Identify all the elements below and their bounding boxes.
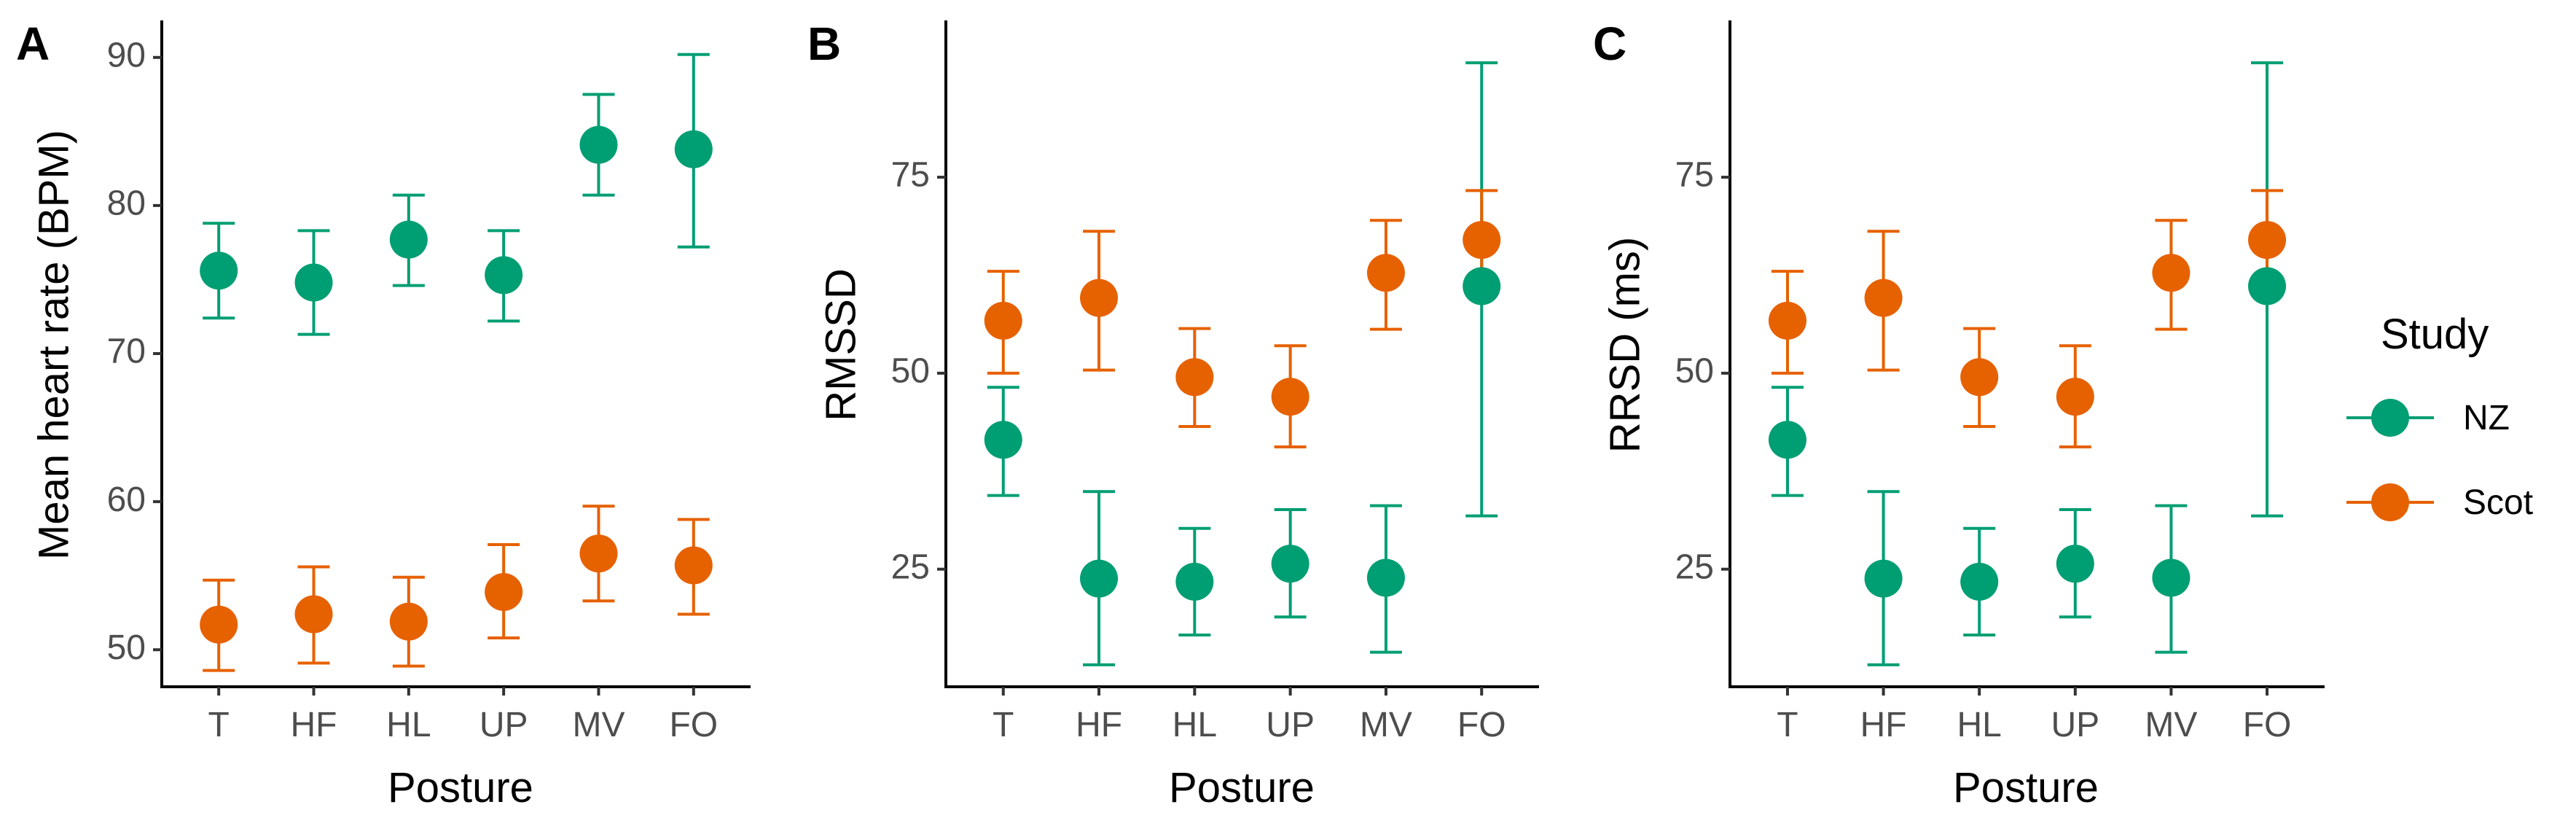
y-tick-label: 60 — [107, 480, 146, 519]
x-axis-title-c: Posture — [1953, 764, 2099, 811]
y-tick-label: 25 — [891, 548, 930, 586]
plot-area-b: 25 50 75 T HF HL UP MV FO — [891, 20, 1539, 744]
point-nz — [1463, 267, 1501, 305]
x-tick-label: HL — [1172, 706, 1217, 744]
x-tick-label: MV — [572, 706, 625, 744]
legend-keys — [2346, 399, 2434, 521]
point-scot — [1175, 358, 1214, 397]
x-tick-label: HF — [1076, 706, 1122, 744]
point-scot — [294, 595, 333, 634]
x-tick-label: T — [208, 706, 230, 744]
panel-b-y-axis-title: RMSSD — [817, 268, 864, 421]
panel-letter-b: B — [807, 17, 841, 70]
x-axis-title-b: Posture — [1169, 764, 1315, 811]
panel-a-y-axis-title: Mean heart rate (BPM) — [30, 130, 77, 560]
y-tick-label: 75 — [1675, 156, 1714, 195]
plot-area-a: 50 60 70 80 90 T HF HL UP MV FO — [107, 20, 751, 744]
legend-key-point-scot — [2371, 483, 2409, 521]
panel-c: C RRSD (ms) Posture 25 50 75 T HF HL UP MV FO — [1593, 17, 2325, 811]
point-nz — [2152, 558, 2191, 597]
point-scot — [1271, 378, 1309, 416]
point-scot — [200, 605, 238, 644]
y-tick-label: 70 — [107, 332, 146, 371]
point-scot — [984, 301, 1022, 340]
panel-a: A Mean heart rate (BPM) Posture 50 60 70 80… — [16, 17, 751, 811]
panel-c-y-axis-title: RRSD (ms) — [1601, 237, 1648, 453]
point-scot — [1960, 358, 1999, 397]
y-axis-title-b: RMSSD — [817, 268, 864, 421]
point-scot — [2152, 254, 2191, 292]
point-nz — [1175, 562, 1214, 601]
y-tick-label: 75 — [891, 156, 930, 195]
point-scot — [1864, 278, 1903, 317]
point-scot — [389, 602, 428, 641]
x-tick-label: HF — [1860, 706, 1907, 744]
x-axis-title-a: Posture — [388, 764, 533, 811]
point-scot — [2056, 378, 2094, 416]
point-nz — [485, 256, 523, 295]
y-tick-label: 25 — [1675, 548, 1714, 586]
y-axis-title-c: RRSD (ms) — [1601, 237, 1648, 453]
point-nz — [984, 421, 1022, 459]
point-nz — [674, 130, 713, 168]
point-nz — [1864, 559, 1903, 598]
point-nz — [200, 252, 238, 290]
point-nz — [389, 220, 428, 259]
point-scot — [1366, 254, 1405, 292]
x-tick-label: FO — [669, 706, 718, 744]
point-nz — [1271, 545, 1309, 583]
point-scot — [674, 546, 713, 585]
y-tick-label: 50 — [107, 628, 146, 667]
point-nz — [1080, 559, 1119, 598]
x-tick-label: FO — [2243, 706, 2292, 744]
point-scot — [1080, 278, 1119, 317]
point-nz — [2056, 545, 2094, 583]
x-tick-label: MV — [1360, 706, 1412, 744]
point-nz — [1768, 421, 1806, 459]
x-tick-label: UP — [479, 706, 528, 744]
y-axis-title-a: Mean heart rate (BPM) — [30, 130, 77, 560]
x-tick-label: T — [1777, 706, 1798, 744]
y-tick-label: 50 — [891, 352, 930, 391]
x-tick-label: T — [993, 706, 1014, 744]
point-nz — [579, 125, 618, 164]
x-tick-label: MV — [2145, 706, 2197, 744]
legend: Study NZ Scot — [2346, 311, 2533, 522]
x-tick-label: UP — [2051, 706, 2099, 744]
point-scot — [1768, 301, 1806, 340]
point-scot — [2248, 221, 2287, 260]
plot-area-c: 25 50 75 T HF HL UP MV FO — [1675, 20, 2325, 744]
legend-label-scot: Scot — [2463, 483, 2533, 522]
x-tick-label: HL — [1957, 706, 2002, 744]
point-scot — [485, 573, 523, 612]
point-nz — [294, 263, 333, 302]
y-tick-label: 90 — [107, 36, 146, 74]
panel-b: B RMSSD Posture 25 50 75 T HF HL UP MV FO — [807, 17, 1539, 811]
legend-title: Study — [2381, 311, 2489, 358]
legend-key-point-nz — [2371, 399, 2409, 437]
x-tick-label: FO — [1457, 706, 1506, 744]
x-tick-label: HF — [291, 706, 337, 744]
point-nz — [1960, 562, 1999, 601]
panel-letter-a: A — [16, 17, 50, 70]
y-tick-label: 80 — [107, 184, 146, 223]
point-nz — [1366, 558, 1405, 597]
panel-letter-c: C — [1593, 17, 1626, 70]
legend-label-nz: NZ — [2463, 399, 2510, 437]
point-scot — [1463, 221, 1501, 260]
x-tick-label: HL — [386, 706, 431, 744]
point-scot — [579, 534, 618, 573]
y-tick-label: 50 — [1675, 352, 1714, 391]
x-tick-label: UP — [1266, 706, 1315, 744]
point-nz — [2248, 267, 2287, 305]
